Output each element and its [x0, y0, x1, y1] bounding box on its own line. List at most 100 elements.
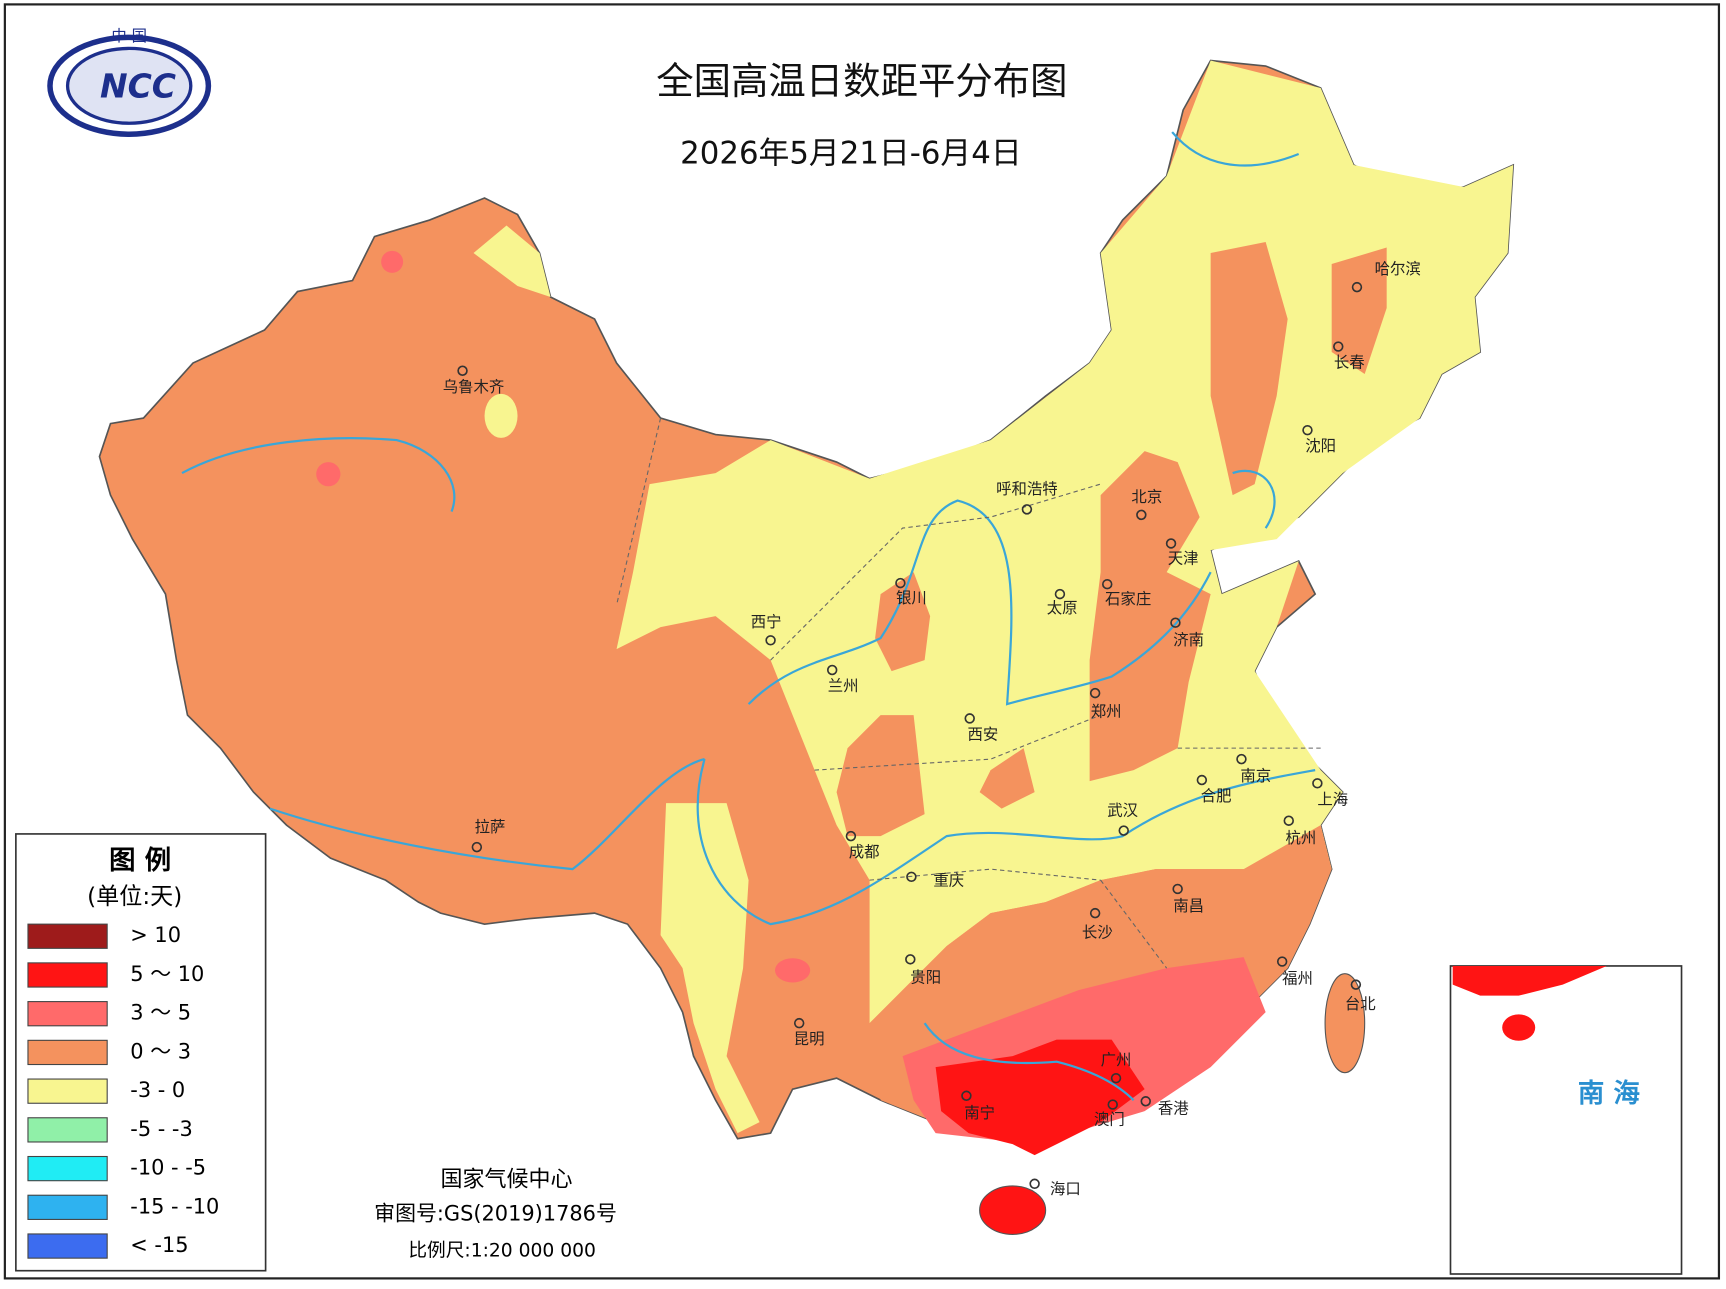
- city-dot: [471, 841, 483, 853]
- region-fill: [1089, 451, 1211, 782]
- legend-swatch: [27, 923, 108, 949]
- city-label: 澳门: [1094, 1110, 1125, 1128]
- city-dot: [1089, 687, 1101, 699]
- city-dot: [1196, 774, 1208, 786]
- city-dot: [793, 1017, 805, 1029]
- logo-top: 中 国: [111, 27, 147, 45]
- city-label: 成都: [849, 843, 880, 861]
- legend-label: 0 ～ 3: [130, 1039, 191, 1063]
- city-label: 台北: [1345, 995, 1376, 1013]
- legend-swatch: [27, 1233, 108, 1259]
- river: [696, 758, 1316, 926]
- river: [1171, 131, 1300, 529]
- city-label: 武汉: [1107, 801, 1138, 819]
- city-label: 呼和浩特: [996, 480, 1058, 498]
- city-label: 重庆: [933, 872, 964, 890]
- city-dot: [1350, 979, 1362, 990]
- region-fill: [660, 803, 760, 1134]
- city-dot: [1283, 815, 1294, 826]
- region-fill: [473, 225, 551, 298]
- river: [181, 437, 456, 512]
- region-fill: [979, 1185, 1047, 1235]
- legend-label: > 10: [130, 923, 181, 947]
- city-dot: [905, 954, 916, 965]
- city-label: 昆明: [794, 1030, 825, 1048]
- legend-label: < -15: [130, 1233, 188, 1257]
- city-dot: [906, 871, 917, 883]
- city-dot: [961, 1090, 972, 1101]
- legend-label: 3 ～ 5: [130, 1001, 191, 1025]
- city-label: 哈尔滨: [1375, 260, 1421, 278]
- city-dot: [1333, 341, 1344, 352]
- city-label: 广州: [1101, 1051, 1132, 1069]
- city-label: 合肥: [1201, 787, 1232, 805]
- city-label: 上海: [1317, 790, 1348, 808]
- city-label: 香港: [1158, 1099, 1189, 1117]
- city-dot: [1107, 1099, 1118, 1110]
- footer-approval: 审图号:GS(2019)1786号: [374, 1202, 617, 1226]
- legend-swatch: [27, 1117, 108, 1143]
- region-fill: [1331, 247, 1387, 375]
- city-dot: [1172, 883, 1183, 895]
- legend-swatch: [27, 1001, 108, 1027]
- region-fill: [484, 393, 518, 438]
- city-label: 长沙: [1082, 923, 1113, 941]
- city-dot: [1140, 1096, 1151, 1107]
- city-dot: [845, 830, 857, 842]
- city-label: 南京: [1240, 767, 1271, 785]
- city-label: 长春: [1334, 354, 1365, 372]
- city-dot: [1302, 424, 1313, 436]
- city-label: 郑州: [1091, 702, 1122, 720]
- city-label: 太原: [1047, 599, 1078, 617]
- footer-scale: 比例尺:1:20 000 000: [408, 1240, 596, 1261]
- legend-label: -15 - -10: [130, 1194, 219, 1218]
- city-label: 南昌: [1173, 897, 1204, 915]
- region-fill: [381, 250, 404, 273]
- subtitle: 2026年5月21日-6月4日: [680, 136, 1021, 172]
- city-dot: [1118, 825, 1129, 836]
- city-label: 兰州: [828, 677, 859, 695]
- city-dot: [457, 365, 468, 376]
- legend-label: -10 - -5: [130, 1156, 206, 1180]
- province-border: [616, 417, 1321, 969]
- city-label: 贵阳: [910, 969, 941, 987]
- city-dot: [1021, 504, 1033, 515]
- legend-swatch: [27, 962, 108, 988]
- city-label: 石家庄: [1105, 590, 1151, 608]
- legend-label: -3 - 0: [130, 1078, 185, 1102]
- river: [923, 1022, 1135, 1101]
- city-label: 北京: [1131, 488, 1162, 506]
- river: [747, 499, 1212, 706]
- city-label: 海口: [1050, 1180, 1081, 1198]
- city-label: 济南: [1173, 631, 1204, 649]
- city-label: 乌鲁木齐: [443, 378, 505, 396]
- city-label: 银川: [896, 589, 927, 607]
- legend-swatch: [27, 1078, 108, 1104]
- city-label: 杭州: [1285, 829, 1316, 847]
- city-dot: [1089, 907, 1101, 919]
- city-dot: [964, 713, 975, 724]
- logo: [47, 34, 212, 137]
- region-fill: [316, 462, 341, 487]
- city-label: 南宁: [964, 1104, 995, 1122]
- region-fill: [979, 748, 1035, 809]
- region-fill: [1452, 965, 1607, 996]
- city-dot: [1276, 956, 1288, 967]
- city-dot: [1110, 1072, 1122, 1084]
- legend-label: -5 - -3: [130, 1117, 192, 1141]
- region-fill: [1324, 973, 1366, 1074]
- city-label: 西宁: [751, 613, 782, 631]
- city-dot: [1054, 588, 1066, 600]
- legend-unit: (单位:天): [87, 884, 182, 910]
- title: 全国高温日数距平分布图: [656, 59, 1067, 103]
- legend-swatch: [27, 1155, 108, 1182]
- legend-title: 图 例: [109, 845, 171, 876]
- city-dot: [1312, 778, 1323, 789]
- city-label: 福州: [1282, 970, 1313, 988]
- city-dot: [1170, 617, 1181, 628]
- city-dot: [1351, 281, 1363, 293]
- city-label: 天津: [1168, 549, 1199, 567]
- region-fill: [774, 958, 811, 983]
- city-dot: [1136, 509, 1147, 521]
